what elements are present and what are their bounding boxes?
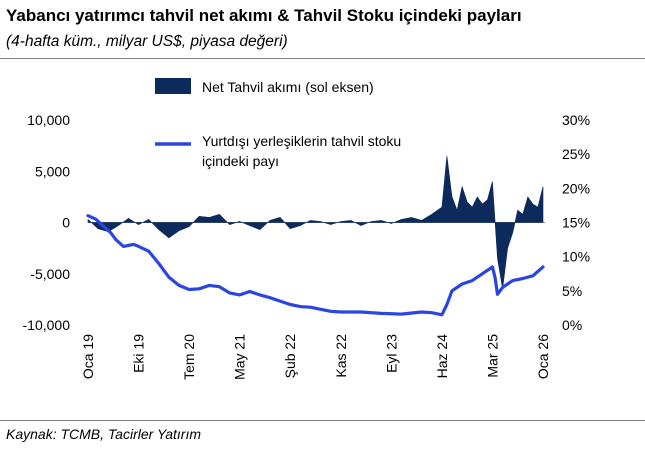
chart-subtitle: (4-hafta küm., milyar US$, piyasa değeri… [6,33,288,50]
source-note: Kaynak: TCMB, Tacirler Yatırım [6,426,202,442]
right-tick-label: 0% [562,317,582,333]
x-tick-label: Oca 19 [80,334,96,379]
net-flow-area [87,155,544,290]
chart-title: Yabancı yatırımcı tahvil net akımı & Tah… [6,6,522,25]
top-divider [0,58,645,59]
x-tick-label: Eki 19 [131,334,147,373]
right-tick-label: 20% [562,180,590,196]
foreign-share-line [86,214,545,317]
legend-label-foreign-share-line2: içindeki payı [202,153,279,169]
x-tick-label: May 21 [232,334,248,380]
right-tick-label: 10% [562,249,590,265]
left-tick-label: 10,000 [27,112,70,128]
bottom-divider [0,420,645,421]
legend-label-net-flow: Net Tahvil akımı (sol eksen) [202,79,374,95]
left-tick-label: 0 [62,215,70,231]
x-tick-label: Tem 20 [181,334,197,380]
x-tick-label: Mar 25 [484,334,500,378]
right-tick-label: 25% [562,146,590,162]
right-tick-label: 15% [562,215,590,231]
x-tick-label: Haz 24 [434,334,450,379]
legend-swatch-net-flow [155,78,191,94]
legend-label-foreign-share-line1: Yurtdışı yerleşiklerin tahvil stoku [202,133,401,149]
x-axis-ticks: Oca 19 Eki 19 Tem 20 May 21 Şub 22 Kas 22 Eyl … [80,334,551,380]
plot-area [86,155,545,317]
x-tick-label: Kas 22 [333,334,349,378]
left-axis-ticks: 10,000 5,000 0 -5,000 -10,000 [23,112,71,333]
left-tick-label: 5,000 [35,163,70,179]
x-tick-label: Şub 22 [282,334,298,379]
legend: Net Tahvil akımı (sol eksen) Yurtdışı ye… [155,78,401,169]
x-tick-label: Eyl 23 [383,334,399,373]
left-tick-label: -5,000 [30,266,70,282]
chart-canvas: 10,000 5,000 0 -5,000 -10,000 30% 25% 20% 15% 10… [23,78,590,380]
left-tick-label: -10,000 [23,317,71,333]
x-tick-label: Oca 26 [535,334,551,379]
right-axis-ticks: 30% 25% 20% 15% 10% 5% 0% [562,112,590,333]
right-tick-label: 30% [562,112,590,128]
right-tick-label: 5% [562,283,582,299]
